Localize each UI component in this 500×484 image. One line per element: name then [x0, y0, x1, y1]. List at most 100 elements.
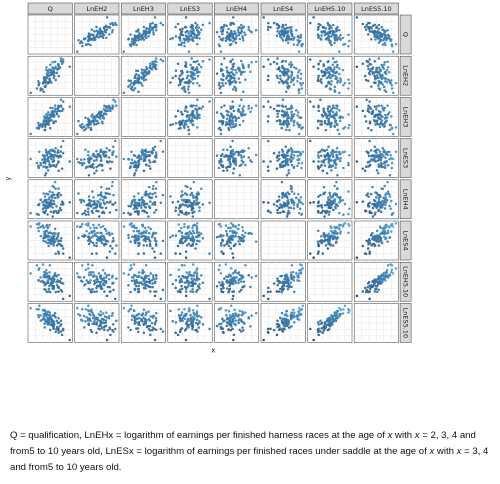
data-point — [141, 268, 144, 272]
data-point — [195, 67, 199, 70]
data-point — [133, 288, 137, 292]
data-point — [288, 211, 291, 215]
data-point — [137, 76, 141, 80]
data-point — [336, 128, 340, 132]
data-point — [135, 30, 138, 33]
data-point — [43, 199, 46, 203]
data-point — [290, 199, 294, 203]
data-point — [144, 163, 148, 167]
data-point — [361, 244, 365, 248]
data-point — [81, 41, 84, 45]
data-point — [382, 63, 386, 67]
data-point — [43, 235, 47, 239]
data-point — [149, 67, 153, 70]
data-point — [219, 112, 223, 115]
data-point — [284, 277, 287, 280]
data-point — [54, 290, 57, 294]
data-point — [183, 285, 187, 289]
data-point — [122, 50, 126, 53]
data-point — [148, 281, 152, 285]
data-point — [228, 229, 232, 233]
data-point — [127, 158, 130, 161]
data-point — [143, 277, 147, 280]
data-point — [161, 193, 165, 197]
data-point — [377, 87, 381, 90]
data-point — [234, 89, 238, 92]
data-point — [219, 272, 223, 275]
data-point — [43, 174, 47, 177]
data-point — [285, 174, 289, 177]
data-point — [83, 211, 86, 215]
data-point — [198, 37, 201, 40]
data-point — [138, 198, 141, 202]
data-point — [254, 104, 258, 107]
data-point — [299, 152, 303, 156]
data-point — [132, 263, 136, 266]
data-point — [153, 191, 157, 195]
data-point — [384, 116, 388, 119]
data-point — [135, 210, 138, 213]
data-point — [179, 69, 183, 73]
data-point — [110, 106, 114, 110]
data-point — [137, 241, 141, 245]
data-point — [37, 213, 40, 217]
data-point — [191, 263, 195, 266]
data-point — [317, 195, 320, 198]
data-point — [87, 273, 91, 277]
panel-LnES4-vs-LnEH4 — [214, 220, 260, 261]
data-point — [179, 126, 182, 130]
data-point — [247, 25, 250, 29]
data-point — [183, 276, 186, 279]
data-point — [55, 211, 59, 215]
data-point — [287, 29, 290, 33]
data-point — [100, 164, 104, 168]
panel-Q-vs-LnES5.10 — [353, 14, 399, 55]
data-point — [199, 274, 203, 277]
data-point — [290, 63, 294, 67]
data-point — [379, 122, 383, 125]
data-point — [301, 81, 304, 85]
data-point — [192, 104, 195, 107]
data-point — [293, 113, 296, 116]
data-point — [106, 285, 110, 289]
data-point — [89, 278, 92, 282]
data-point — [51, 215, 54, 218]
data-point — [133, 204, 137, 207]
data-point — [41, 201, 44, 204]
data-point — [262, 201, 265, 204]
data-point — [292, 124, 296, 127]
data-point — [292, 279, 296, 282]
data-point — [280, 126, 283, 130]
data-point — [389, 154, 392, 157]
panel-Q-vs-LnEH2 — [74, 14, 120, 55]
data-point — [221, 32, 224, 36]
data-point — [336, 187, 339, 190]
data-point — [90, 252, 94, 256]
data-point — [235, 34, 238, 38]
data-point — [364, 252, 368, 256]
data-point — [185, 120, 188, 123]
data-point — [368, 30, 372, 33]
data-point — [101, 169, 104, 172]
data-point — [316, 36, 320, 39]
data-point — [104, 191, 107, 195]
data-point — [238, 273, 242, 277]
data-point — [179, 79, 182, 83]
data-point — [199, 232, 203, 235]
data-point — [135, 43, 138, 47]
data-point — [152, 60, 155, 64]
data-point — [298, 207, 302, 210]
data-point — [219, 91, 223, 95]
data-point — [379, 226, 383, 230]
data-point — [191, 82, 195, 85]
data-point — [378, 73, 382, 76]
data-point — [394, 42, 398, 46]
data-point — [328, 198, 332, 202]
data-point — [224, 263, 228, 266]
data-point — [333, 161, 336, 165]
data-point — [254, 153, 258, 157]
data-point — [215, 235, 219, 239]
data-point — [286, 201, 289, 204]
data-point — [137, 238, 141, 241]
data-point — [388, 123, 392, 127]
